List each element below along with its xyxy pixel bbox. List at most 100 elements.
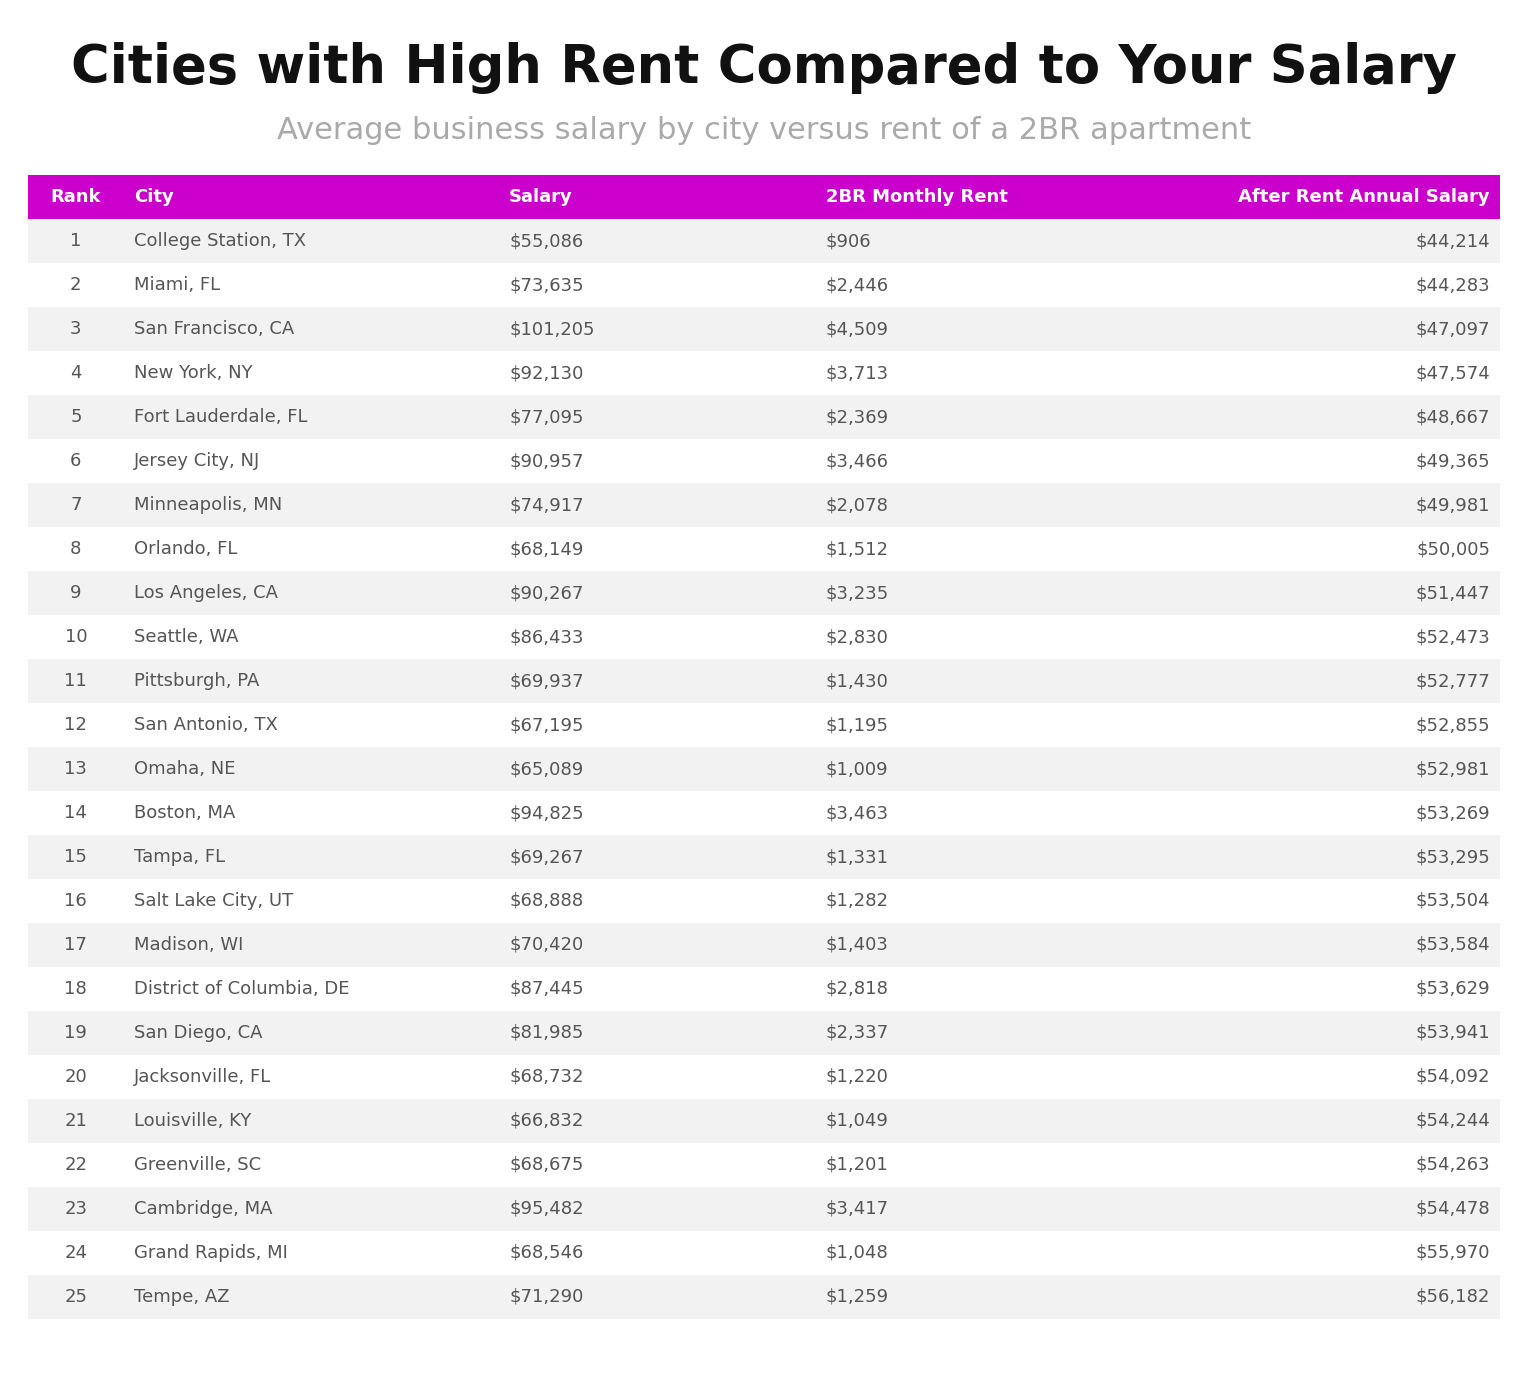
Text: $68,149: $68,149: [509, 540, 584, 558]
Bar: [28, 175, 1500, 219]
Text: $47,097: $47,097: [1415, 320, 1490, 338]
Text: Salary: Salary: [509, 188, 573, 206]
Bar: [28, 747, 1500, 791]
Text: $52,855: $52,855: [1415, 716, 1490, 734]
Text: $55,086: $55,086: [509, 232, 584, 250]
Text: $2,446: $2,446: [825, 276, 889, 294]
Text: 16: 16: [64, 892, 87, 910]
Text: $53,584: $53,584: [1415, 936, 1490, 954]
Text: $92,130: $92,130: [509, 364, 584, 382]
Text: $54,244: $54,244: [1415, 1112, 1490, 1130]
Bar: [28, 1099, 1500, 1143]
Text: $2,337: $2,337: [825, 1024, 889, 1042]
Text: Louisville, KY: Louisville, KY: [133, 1112, 251, 1130]
Text: $1,048: $1,048: [825, 1244, 888, 1262]
Text: 19: 19: [64, 1024, 87, 1042]
Text: $65,089: $65,089: [509, 760, 584, 778]
Text: After Rent Annual Salary: After Rent Annual Salary: [1238, 188, 1490, 206]
Bar: [28, 1275, 1500, 1319]
Text: Omaha, NE: Omaha, NE: [133, 760, 235, 778]
Text: Salt Lake City, UT: Salt Lake City, UT: [133, 892, 293, 910]
Bar: [28, 615, 1500, 659]
Text: $54,478: $54,478: [1415, 1200, 1490, 1218]
Text: $94,825: $94,825: [509, 804, 584, 822]
Text: 17: 17: [64, 936, 87, 954]
Text: $95,482: $95,482: [509, 1200, 584, 1218]
Text: $51,447: $51,447: [1415, 584, 1490, 602]
Text: San Diego, CA: San Diego, CA: [133, 1024, 263, 1042]
Text: $1,403: $1,403: [825, 936, 888, 954]
Text: $1,220: $1,220: [825, 1068, 888, 1086]
Text: $69,267: $69,267: [509, 848, 584, 866]
Text: $906: $906: [825, 232, 871, 250]
Text: $77,095: $77,095: [509, 408, 584, 426]
Text: 23: 23: [64, 1200, 87, 1218]
Text: 2BR Monthly Rent: 2BR Monthly Rent: [825, 188, 1007, 206]
Text: $1,512: $1,512: [825, 540, 888, 558]
Text: 11: 11: [64, 672, 87, 690]
Text: $68,546: $68,546: [509, 1244, 584, 1262]
Text: $48,667: $48,667: [1415, 408, 1490, 426]
Text: 22: 22: [64, 1156, 87, 1174]
Text: $2,818: $2,818: [825, 980, 888, 998]
Text: 18: 18: [64, 980, 87, 998]
Text: College Station, TX: College Station, TX: [133, 232, 306, 250]
Text: $54,092: $54,092: [1415, 1068, 1490, 1086]
Text: 10: 10: [64, 628, 87, 646]
Text: 2: 2: [70, 276, 81, 294]
Text: $90,267: $90,267: [509, 584, 584, 602]
Text: District of Columbia, DE: District of Columbia, DE: [133, 980, 350, 998]
Text: 7: 7: [70, 496, 81, 514]
Text: $56,182: $56,182: [1415, 1288, 1490, 1306]
Text: $1,195: $1,195: [825, 716, 888, 734]
Bar: [28, 1187, 1500, 1231]
Text: 24: 24: [64, 1244, 87, 1262]
Text: $1,282: $1,282: [825, 892, 888, 910]
Text: $86,433: $86,433: [509, 628, 584, 646]
Bar: [28, 219, 1500, 263]
Text: $50,005: $50,005: [1416, 540, 1490, 558]
Text: 21: 21: [64, 1112, 87, 1130]
Text: San Antonio, TX: San Antonio, TX: [133, 716, 278, 734]
Text: Greenville, SC: Greenville, SC: [133, 1156, 261, 1174]
Text: 9: 9: [70, 584, 81, 602]
Text: $87,445: $87,445: [509, 980, 584, 998]
Bar: [28, 923, 1500, 967]
Text: $70,420: $70,420: [509, 936, 584, 954]
Text: $54,263: $54,263: [1415, 1156, 1490, 1174]
Text: $2,078: $2,078: [825, 496, 888, 514]
Text: 14: 14: [64, 804, 87, 822]
Text: City: City: [133, 188, 174, 206]
Text: $44,283: $44,283: [1415, 276, 1490, 294]
Text: Orlando, FL: Orlando, FL: [133, 540, 237, 558]
Text: $53,295: $53,295: [1415, 848, 1490, 866]
Text: $1,201: $1,201: [825, 1156, 888, 1174]
Text: $68,732: $68,732: [509, 1068, 584, 1086]
Bar: [28, 1011, 1500, 1055]
Text: $55,970: $55,970: [1415, 1244, 1490, 1262]
Text: $53,629: $53,629: [1415, 980, 1490, 998]
Text: Grand Rapids, MI: Grand Rapids, MI: [133, 1244, 287, 1262]
Text: Tempe, AZ: Tempe, AZ: [133, 1288, 229, 1306]
Text: 3: 3: [70, 320, 81, 338]
Bar: [28, 967, 1500, 1011]
Text: Cities with High Rent Compared to Your Salary: Cities with High Rent Compared to Your S…: [70, 43, 1458, 94]
Bar: [28, 1143, 1500, 1187]
Bar: [28, 307, 1500, 351]
Text: 5: 5: [70, 408, 81, 426]
Text: 8: 8: [70, 540, 81, 558]
Text: $3,235: $3,235: [825, 584, 889, 602]
Text: $49,365: $49,365: [1415, 452, 1490, 470]
Text: $53,269: $53,269: [1415, 804, 1490, 822]
Text: 13: 13: [64, 760, 87, 778]
Bar: [28, 395, 1500, 439]
Text: 12: 12: [64, 716, 87, 734]
Text: Jacksonville, FL: Jacksonville, FL: [133, 1068, 270, 1086]
Text: $3,463: $3,463: [825, 804, 889, 822]
Text: Madison, WI: Madison, WI: [133, 936, 243, 954]
Text: New York, NY: New York, NY: [133, 364, 252, 382]
Text: Jersey City, NJ: Jersey City, NJ: [133, 452, 260, 470]
Bar: [28, 1055, 1500, 1099]
Text: $3,417: $3,417: [825, 1200, 889, 1218]
Text: Los Angeles, CA: Los Angeles, CA: [133, 584, 278, 602]
